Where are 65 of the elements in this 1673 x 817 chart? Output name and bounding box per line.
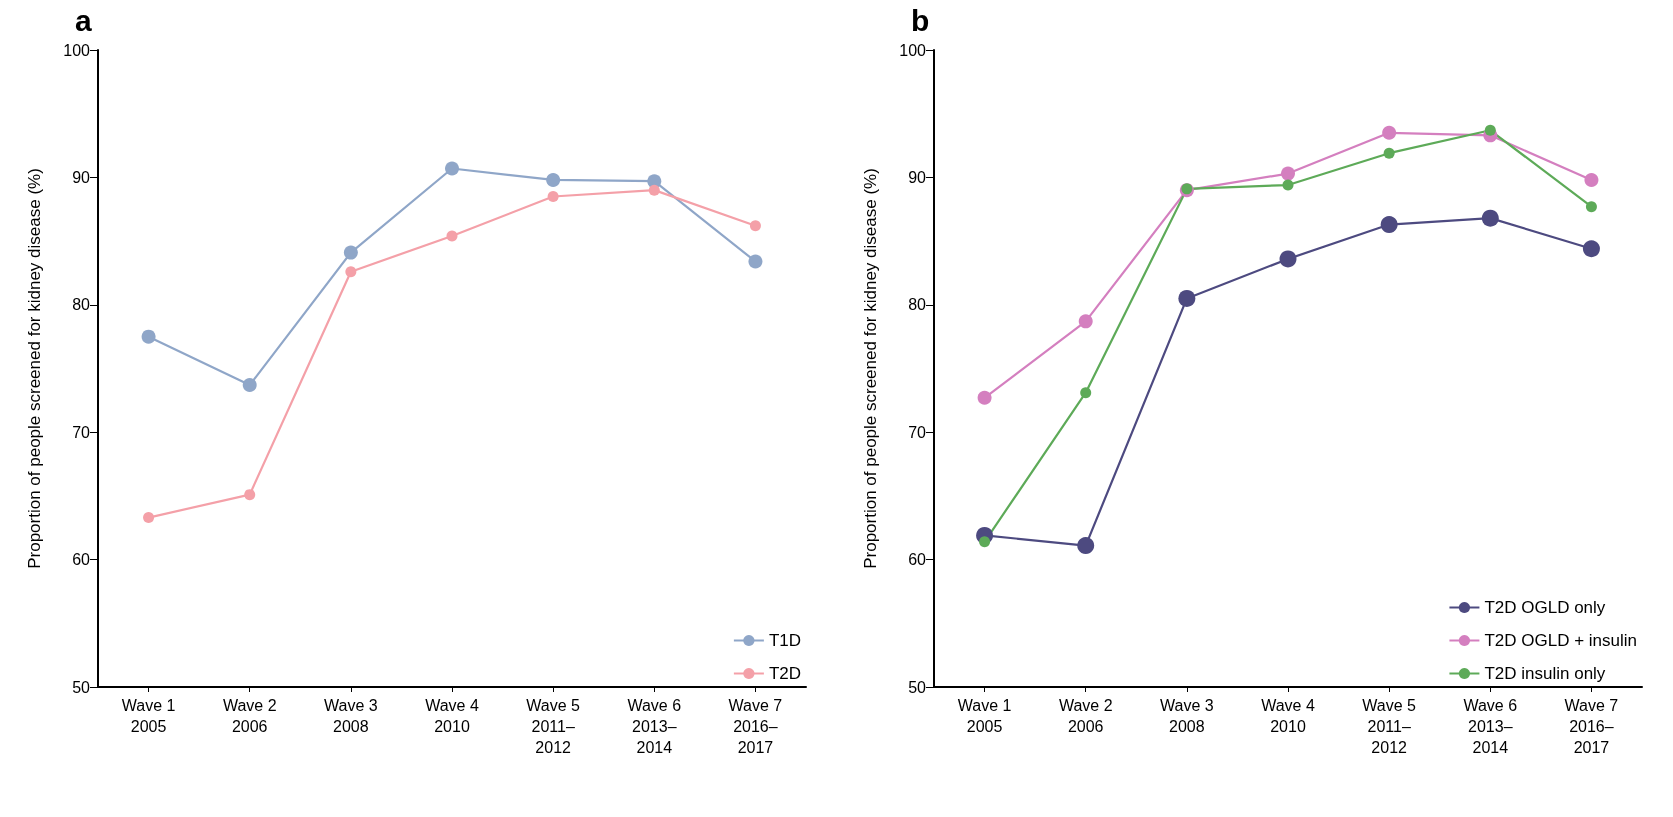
point bbox=[445, 161, 459, 176]
point bbox=[1582, 240, 1600, 258]
x-tick-label: Wave 2 2006 bbox=[222, 697, 277, 735]
point bbox=[1080, 387, 1092, 399]
y-tick-label: 50 bbox=[908, 678, 927, 696]
chart-title: b bbox=[911, 3, 930, 37]
x-tick-label: Wave 5 2011– 2012 bbox=[1362, 697, 1417, 756]
point bbox=[143, 512, 155, 524]
chart-title: a bbox=[75, 3, 92, 37]
point bbox=[446, 230, 458, 242]
point bbox=[546, 172, 561, 187]
x-tick-label: Wave 3 2008 bbox=[1160, 697, 1214, 735]
y-tick-label: 90 bbox=[908, 168, 927, 186]
point bbox=[1281, 166, 1295, 181]
point bbox=[1282, 179, 1294, 191]
point bbox=[1585, 201, 1597, 213]
point bbox=[141, 329, 156, 344]
point bbox=[1078, 314, 1093, 329]
point bbox=[244, 489, 256, 501]
point bbox=[1481, 209, 1499, 227]
point bbox=[749, 220, 761, 232]
y-tick-label: 60 bbox=[908, 551, 927, 569]
point bbox=[345, 266, 357, 278]
y-tick-label: 100 bbox=[63, 41, 91, 59]
point bbox=[979, 536, 991, 548]
x-tick-label: Wave 3 2008 bbox=[324, 697, 378, 735]
point bbox=[648, 184, 660, 196]
y-tick-label: 80 bbox=[72, 296, 91, 314]
legend-label: T2D insulin only bbox=[1484, 664, 1606, 683]
point bbox=[1484, 124, 1496, 136]
y-tick-label: 70 bbox=[72, 423, 91, 441]
point bbox=[748, 254, 763, 269]
point bbox=[1380, 216, 1398, 234]
point bbox=[1077, 537, 1095, 555]
y-tick-label: 50 bbox=[72, 678, 91, 696]
x-tick-label: Wave 7 2016– 2017 bbox=[728, 697, 783, 756]
x-tick-label: Wave 1 2005 bbox=[121, 697, 176, 735]
x-tick-label: Wave 6 2013– 2014 bbox=[627, 697, 682, 756]
legend-label: T2D OGLD only bbox=[1484, 598, 1606, 617]
x-tick-label: Wave 2 2006 bbox=[1058, 697, 1113, 735]
legend-label: T1D bbox=[768, 631, 802, 650]
x-tick-label: Wave 4 2010 bbox=[1261, 697, 1315, 735]
point bbox=[1279, 250, 1297, 268]
y-tick-label: 60 bbox=[72, 551, 91, 569]
y-axis-title: Proportion of people screened for kidney disease (%) bbox=[25, 168, 44, 569]
x-tick-label: Wave 1 2005 bbox=[957, 697, 1012, 735]
point bbox=[1382, 125, 1397, 140]
point bbox=[1584, 172, 1599, 187]
y-tick-label: 100 bbox=[899, 41, 927, 59]
point bbox=[1178, 289, 1196, 307]
x-tick-label: Wave 4 2010 bbox=[425, 697, 479, 735]
y-tick-label: 80 bbox=[908, 296, 927, 314]
y-tick-label: 90 bbox=[72, 168, 91, 186]
point bbox=[1383, 147, 1395, 159]
x-tick-label: Wave 6 2013– 2014 bbox=[1463, 697, 1518, 756]
point bbox=[242, 378, 257, 393]
y-tick-label: 70 bbox=[908, 423, 927, 441]
point bbox=[977, 390, 992, 405]
x-tick-label: Wave 7 2016– 2017 bbox=[1564, 697, 1619, 756]
point bbox=[547, 191, 559, 203]
point bbox=[343, 245, 358, 260]
legend-label: T2D OGLD + insulin bbox=[1484, 631, 1638, 650]
x-tick-label: Wave 5 2011– 2012 bbox=[526, 697, 581, 756]
legend-label: T2D bbox=[768, 664, 802, 683]
y-axis-title: Proportion of people screened for kidney disease (%) bbox=[861, 168, 880, 569]
